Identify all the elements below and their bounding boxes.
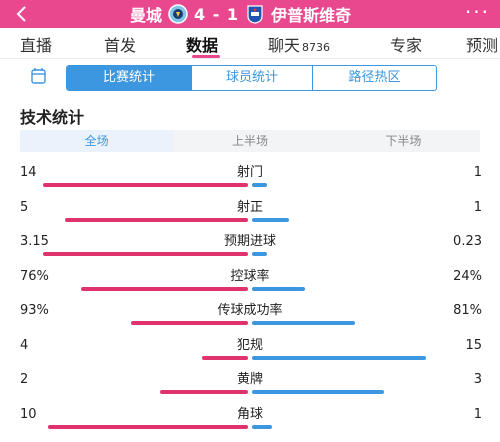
section-title: 技术统计 (20, 108, 85, 127)
stat-label: 射正 (236, 199, 263, 215)
stat-row: 2 黄牌 3 (0, 372, 500, 407)
stat-home-bar (131, 321, 248, 325)
match-header: 曼城 4 - 1 伊普斯维奇 ··· (0, 0, 500, 28)
more-menu-button[interactable]: ··· (464, 0, 490, 24)
stat-row: 10 角球 1 (0, 407, 500, 442)
stat-home-bar (202, 355, 248, 360)
stat-home-bar (81, 286, 248, 291)
active-tab-indicator (192, 55, 220, 58)
tab-label: 专家 (390, 36, 423, 55)
stat-away-value: 1 (473, 406, 482, 422)
segment-match-stats[interactable]: 比赛统计 (67, 66, 191, 90)
stat-row: 5 射正 1 (0, 200, 500, 235)
stat-home-bar (160, 390, 248, 394)
stat-away-bar (252, 355, 426, 360)
stat-home-value: 93% (20, 303, 49, 318)
stat-label: 角球 (236, 406, 263, 422)
stat-row: 76% 控球率 24% (0, 269, 500, 304)
stat-label: 犯规 (236, 337, 263, 353)
stat-row: 14 射门 1 (0, 165, 500, 200)
stat-away-bar (252, 217, 289, 222)
tab-prediction[interactable]: 预测 (466, 32, 498, 56)
stat-away-value: 15 (465, 337, 482, 353)
tab-label: 直播 (20, 36, 53, 55)
tab-label: 首发 (104, 36, 137, 55)
stat-away-value: 1 (473, 199, 482, 215)
tab-label: 数据 (186, 36, 219, 55)
stat-home-value: 10 (20, 406, 37, 422)
stat-away-value: 81% (453, 303, 482, 318)
stat-away-bar (252, 252, 267, 256)
stat-label: 射门 (236, 165, 263, 180)
stat-away-bar (252, 321, 355, 325)
stat-away-bar (252, 183, 267, 187)
stat-away-value: 1 (473, 165, 482, 180)
stat-home-value: 5 (20, 199, 29, 215)
match-title: 曼城 4 - 1 伊普斯维奇 (130, 0, 430, 28)
stat-home-bar (48, 424, 248, 429)
tab-lineup[interactable]: 首发 (104, 32, 136, 56)
stat-label: 传球成功率 (217, 303, 283, 318)
tab-label: 预测 (466, 36, 499, 55)
match-score: 4 - 1 (194, 4, 240, 24)
chat-count: 8736 (302, 41, 331, 54)
stat-home-value: 3.15 (20, 234, 49, 249)
stat-away-bar (252, 424, 272, 429)
stat-away-bar (252, 390, 384, 394)
match-tabs: 直播 首发 数据 聊天 8736 专家 预测 (0, 28, 500, 59)
stat-row: 4 犯规 15 (0, 338, 500, 373)
chevron-left-icon[interactable] (12, 4, 32, 24)
stat-home-bar (65, 217, 248, 222)
stat-away-value: 24% (453, 268, 482, 284)
stat-label: 控球率 (230, 268, 270, 284)
segment-player-stats[interactable]: 球员统计 (191, 66, 312, 90)
away-team-name: 伊普斯维奇 (271, 6, 352, 25)
home-team-name: 曼城 (130, 6, 163, 25)
stat-home-bar (43, 183, 248, 187)
period-second-half[interactable]: 下半场 (385, 134, 422, 148)
tab-data[interactable]: 数据 (186, 32, 218, 56)
segment-heatmap[interactable]: 路径热区 (312, 66, 436, 90)
man-city-crest-icon (168, 4, 188, 24)
tab-expert[interactable]: 专家 (390, 32, 422, 56)
period-first-half[interactable]: 上半场 (231, 134, 268, 148)
stats-segment-control: 比赛统计 球员统计 路径热区 (66, 65, 437, 91)
stat-home-value: 76% (20, 268, 49, 284)
stat-away-value: 3 (473, 372, 482, 387)
stat-home-bar (43, 252, 248, 256)
period-full-match[interactable]: 全场 (20, 130, 174, 152)
tab-label: 聊天 (268, 36, 301, 55)
stat-away-bar (252, 286, 305, 291)
tab-chat[interactable]: 聊天 8736 (268, 32, 330, 56)
stat-row: 93% 传球成功率 81% (0, 303, 500, 338)
stat-away-value: 0.23 (453, 234, 482, 249)
period-selector: 全场 上半场 下半场 (20, 130, 480, 152)
stat-label: 黄牌 (236, 372, 263, 387)
stat-home-value: 4 (20, 337, 29, 353)
stat-home-value: 2 (20, 372, 29, 387)
stat-row: 3.15 预期进球 0.23 (0, 234, 500, 269)
stat-home-value: 14 (20, 165, 37, 180)
ipswich-crest-icon (247, 5, 263, 24)
calendar-icon[interactable] (30, 67, 48, 85)
tab-live[interactable]: 直播 (20, 32, 52, 56)
stat-label: 预期进球 (223, 234, 276, 249)
